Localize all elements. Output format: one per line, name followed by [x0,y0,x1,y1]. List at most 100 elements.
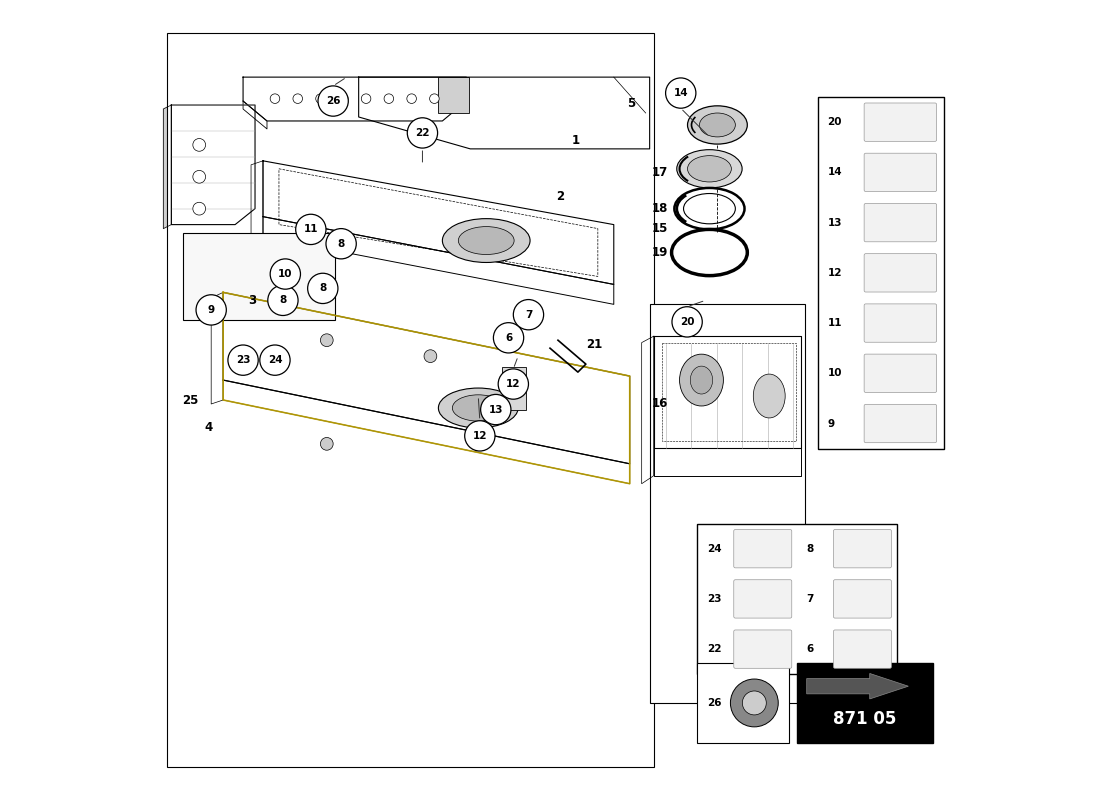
Text: 11: 11 [304,224,318,234]
Circle shape [296,214,326,245]
Polygon shape [359,77,650,149]
Text: 8: 8 [279,295,287,306]
Bar [798,624,896,674]
Polygon shape [251,161,263,241]
Ellipse shape [680,354,724,406]
FancyBboxPatch shape [865,304,936,342]
Bar [650,304,805,703]
Bar [184,233,334,320]
Circle shape [308,274,338,303]
Text: 6: 6 [806,644,814,654]
Circle shape [742,691,767,715]
FancyBboxPatch shape [834,530,891,568]
Circle shape [192,170,206,183]
Polygon shape [641,336,653,484]
Circle shape [316,94,326,103]
Bar [818,348,944,398]
Bar [503,390,526,410]
FancyBboxPatch shape [865,203,936,242]
Bar [818,248,944,298]
Text: 15: 15 [652,222,669,235]
Circle shape [293,94,303,103]
Circle shape [320,334,333,346]
Text: 16: 16 [652,398,669,410]
Bar [818,198,944,248]
Text: 8: 8 [319,283,327,294]
Text: 10: 10 [278,269,293,279]
Circle shape [320,438,333,450]
FancyBboxPatch shape [865,404,936,442]
Ellipse shape [442,218,530,262]
Bar [167,34,653,766]
Polygon shape [223,292,629,464]
Circle shape [407,94,417,103]
Bar [697,574,798,624]
Circle shape [339,94,348,103]
Bar [439,77,469,113]
Polygon shape [243,101,267,129]
Bar [697,523,896,674]
FancyBboxPatch shape [865,103,936,142]
Polygon shape [223,380,629,484]
Circle shape [228,345,258,375]
Circle shape [498,369,528,399]
Text: 8: 8 [806,544,814,554]
Text: 25: 25 [182,394,198,406]
Text: ELPARTS: ELPARTS [243,329,553,391]
Ellipse shape [700,113,736,137]
Text: 24: 24 [267,355,283,365]
Circle shape [271,259,300,289]
Text: 1: 1 [572,134,580,147]
Text: 5: 5 [627,97,636,110]
Text: 9: 9 [827,418,835,429]
Circle shape [384,94,394,103]
Text: 2: 2 [557,190,564,203]
Polygon shape [211,292,223,404]
Text: 11: 11 [827,318,842,328]
Circle shape [481,394,510,425]
Text: 6: 6 [505,333,513,343]
Circle shape [730,679,778,727]
FancyBboxPatch shape [834,630,891,668]
Bar [798,523,896,574]
Text: 9: 9 [208,305,214,315]
Polygon shape [243,77,466,121]
Text: 13: 13 [827,218,842,228]
Text: 7: 7 [806,594,814,604]
Circle shape [361,94,371,103]
Circle shape [424,350,437,362]
Text: 8: 8 [338,238,344,249]
Text: 12: 12 [473,431,487,441]
Bar [697,624,798,674]
Polygon shape [163,105,172,229]
Circle shape [494,322,524,353]
Bar [798,663,933,743]
Text: 7: 7 [525,310,532,320]
Polygon shape [263,217,614,304]
Ellipse shape [688,106,747,144]
Text: 3: 3 [249,294,256,307]
Text: 12: 12 [506,379,520,389]
Text: 22: 22 [707,644,722,654]
Bar [818,97,944,147]
Polygon shape [653,448,801,476]
FancyBboxPatch shape [734,580,792,618]
Circle shape [267,286,298,315]
Bar [818,147,944,198]
FancyBboxPatch shape [734,530,792,568]
FancyBboxPatch shape [865,354,936,393]
Text: 4: 4 [204,422,212,434]
Circle shape [407,118,438,148]
Text: 19: 19 [652,246,669,259]
Text: 22: 22 [415,128,430,138]
Bar [818,398,944,449]
Circle shape [260,345,290,375]
Ellipse shape [688,156,732,182]
Text: 10: 10 [827,368,842,378]
Ellipse shape [459,226,514,254]
Text: 26: 26 [707,698,722,708]
Text: 20: 20 [680,317,694,327]
FancyBboxPatch shape [734,630,792,668]
Text: a passion for parts: a passion for parts [318,438,527,458]
Circle shape [318,86,349,116]
